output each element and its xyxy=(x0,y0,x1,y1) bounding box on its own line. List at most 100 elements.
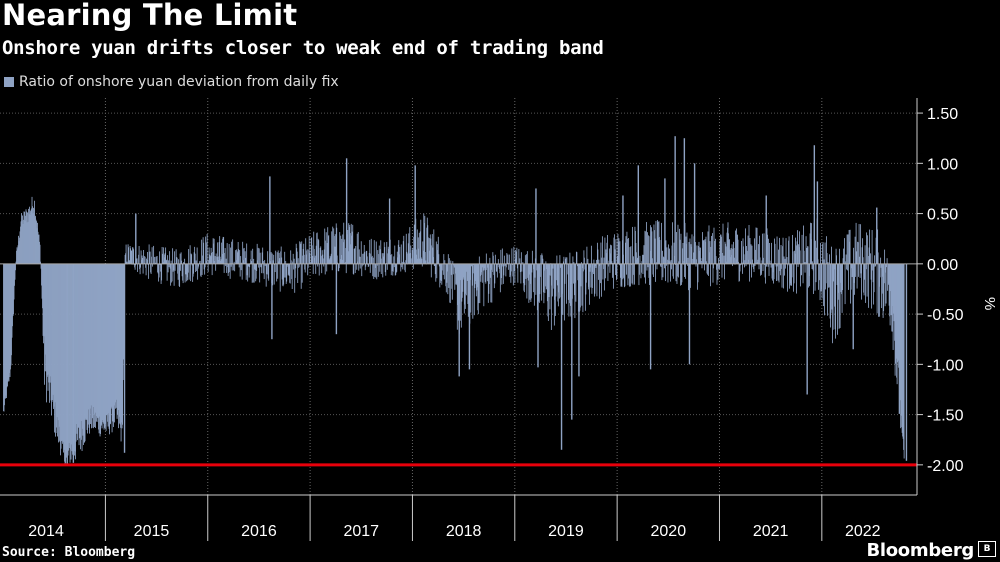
bar xyxy=(820,242,821,264)
bar xyxy=(367,263,369,267)
bar xyxy=(412,247,414,264)
bar xyxy=(58,263,59,443)
bar xyxy=(135,263,137,266)
bar xyxy=(224,252,226,264)
bar xyxy=(419,231,421,264)
bar xyxy=(290,250,292,264)
bar xyxy=(166,259,168,264)
bar xyxy=(754,263,756,267)
bar xyxy=(463,263,465,314)
bar xyxy=(210,255,212,264)
bar-spike xyxy=(468,263,471,370)
bar xyxy=(685,236,687,264)
bar xyxy=(385,263,387,276)
bar xyxy=(460,263,462,328)
bar xyxy=(52,263,54,395)
bar xyxy=(774,238,775,264)
bar xyxy=(454,263,456,290)
bar xyxy=(82,263,84,436)
bar xyxy=(512,263,514,286)
bar xyxy=(875,263,877,266)
bar xyxy=(830,263,831,328)
bar xyxy=(791,263,793,278)
bar xyxy=(733,247,735,264)
y-tick-label: 0.50 xyxy=(927,207,958,224)
bar xyxy=(882,263,884,294)
bar xyxy=(642,263,644,275)
bar xyxy=(809,263,810,287)
bar xyxy=(146,260,148,264)
bar xyxy=(316,233,318,264)
bar xyxy=(90,263,92,406)
bar xyxy=(215,253,217,264)
bar xyxy=(499,263,501,274)
bar xyxy=(393,256,395,264)
bar xyxy=(855,222,857,264)
bar xyxy=(485,263,487,284)
bar xyxy=(28,213,30,264)
bar xyxy=(301,241,303,264)
bar xyxy=(148,244,150,264)
bar xyxy=(195,263,197,273)
bar xyxy=(202,255,204,264)
bar xyxy=(396,263,398,272)
bar xyxy=(102,263,104,423)
bar xyxy=(636,252,637,264)
bar xyxy=(434,263,436,275)
bar xyxy=(456,263,458,330)
bar xyxy=(288,263,290,276)
bar xyxy=(129,245,131,264)
bar xyxy=(167,263,169,273)
bar xyxy=(383,256,385,264)
bar xyxy=(718,263,720,269)
bar xyxy=(13,263,14,315)
bar xyxy=(870,263,872,280)
bar xyxy=(825,263,827,284)
bar xyxy=(118,263,120,429)
bar xyxy=(118,263,120,417)
bar xyxy=(260,263,262,267)
bar xyxy=(761,263,762,275)
bar xyxy=(219,256,221,264)
bar xyxy=(804,263,806,273)
bar xyxy=(573,263,575,296)
bar xyxy=(295,243,297,264)
bar xyxy=(442,263,444,271)
bar xyxy=(317,238,319,264)
bar xyxy=(772,263,773,281)
bar xyxy=(585,263,587,283)
bar xyxy=(214,261,216,264)
bar xyxy=(546,263,548,270)
bar xyxy=(506,262,508,264)
bar xyxy=(858,224,860,264)
bar xyxy=(244,262,246,264)
bar xyxy=(827,263,828,316)
bar xyxy=(77,263,78,441)
bar xyxy=(81,263,82,440)
bar xyxy=(697,263,698,290)
bar xyxy=(457,263,459,306)
bar xyxy=(122,263,124,381)
bar xyxy=(38,234,39,264)
bar xyxy=(295,263,297,269)
bar xyxy=(556,263,558,286)
bar xyxy=(80,263,81,450)
bar xyxy=(333,236,335,264)
bar xyxy=(136,258,138,264)
bar xyxy=(502,263,504,284)
bar xyxy=(801,263,802,276)
bar xyxy=(381,253,383,264)
bar xyxy=(482,263,484,271)
bar xyxy=(61,263,62,442)
bar xyxy=(800,263,802,275)
bar xyxy=(33,209,35,264)
bar xyxy=(44,263,45,385)
bar xyxy=(150,263,152,273)
bar xyxy=(109,263,110,435)
bar xyxy=(322,254,324,264)
bar xyxy=(324,228,326,264)
bar xyxy=(442,263,444,275)
bar xyxy=(307,263,309,268)
bar xyxy=(752,259,753,264)
bar xyxy=(248,263,250,267)
